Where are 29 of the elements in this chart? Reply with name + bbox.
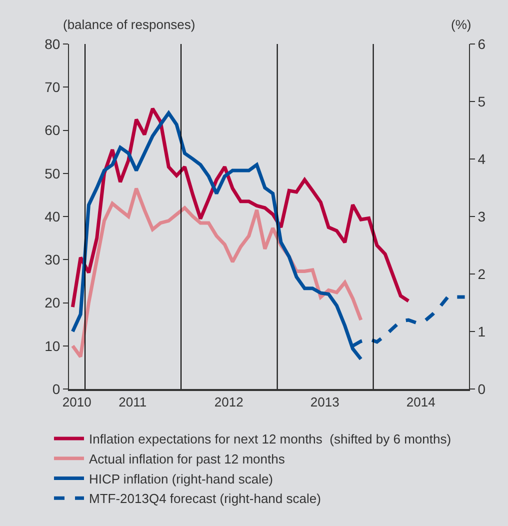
y2-tick-label: 4 (478, 150, 486, 167)
legend-label: HICP inflation (right-hand scale) (89, 471, 274, 486)
y2-tick-label: 0 (478, 380, 486, 397)
x-tick-label: 2013 (310, 394, 340, 410)
legend-label: Actual inflation for past 12 months (89, 451, 286, 466)
line-series (70, 106, 410, 309)
y-tick-label: 10 (44, 338, 60, 354)
y-tick-label: 50 (44, 165, 60, 182)
y-tick-label: 70 (44, 79, 60, 96)
y-tick-label: 20 (44, 294, 60, 311)
y2-axis-title: (%) (451, 17, 472, 32)
y-tick-label: 80 (44, 36, 60, 52)
x-tick-label: 2010 (62, 394, 92, 410)
line-series (70, 186, 363, 358)
y-tick-label: 30 (44, 252, 60, 268)
y2-tick-label: 3 (478, 208, 486, 224)
y2-tick-label: 5 (478, 93, 486, 110)
y-tick-label: 60 (44, 122, 60, 138)
y2-tick-label: 1 (478, 323, 486, 340)
y-axis-title: (balance of responses) (63, 17, 196, 32)
legend-label: Inflation expectations for next 12 months (shifted by 6 months) (89, 432, 452, 447)
x-tick-label: 2011 (118, 394, 147, 410)
y-tick-label: 40 (44, 208, 60, 224)
legend-label: MTF-2013Q4 forecast (right-hand scale) (89, 491, 321, 506)
x-tick-label: 2012 (214, 394, 244, 410)
x-tick-label: 2014 (406, 394, 436, 410)
y-tick-label: 0 (52, 380, 60, 397)
y2-tick-label: 2 (478, 266, 486, 282)
y2-tick-label: 6 (478, 36, 486, 52)
